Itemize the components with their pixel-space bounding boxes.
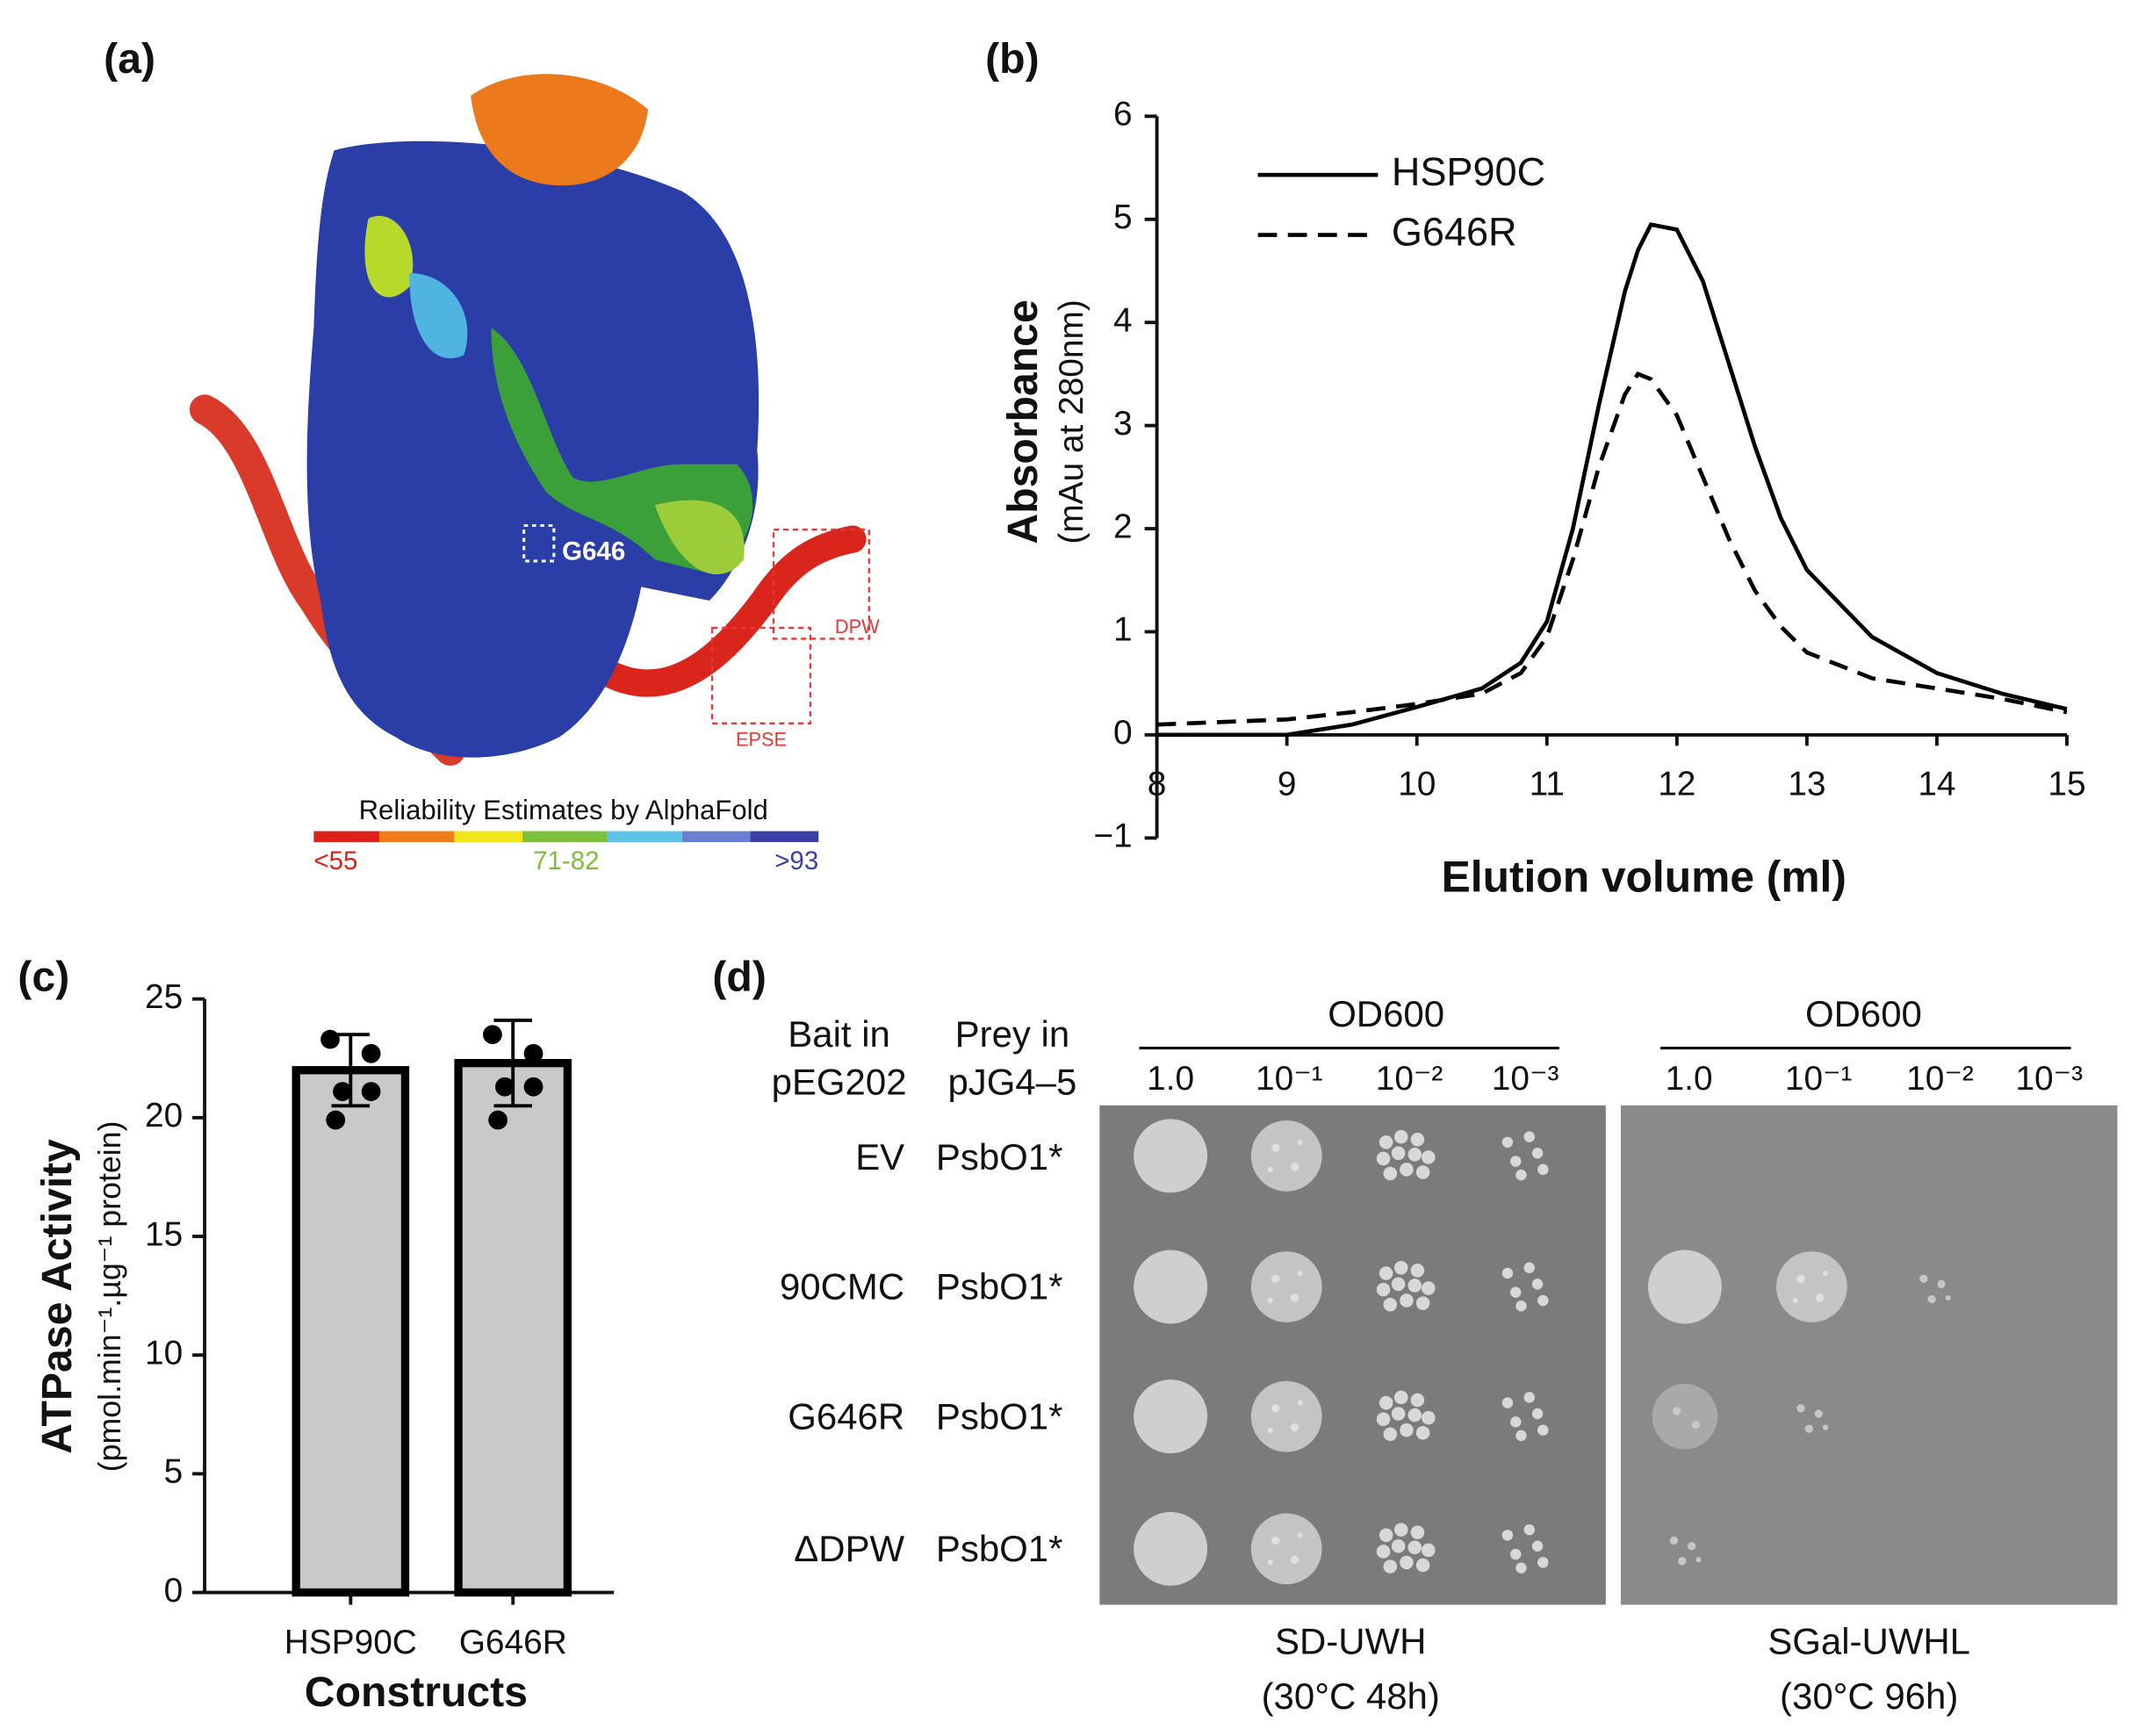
od-label: OD600 <box>1805 993 1922 1034</box>
bait-header: pEG202 <box>772 1062 907 1103</box>
prey: PsbO1* <box>936 1528 1063 1569</box>
prey-header: pJG4–5 <box>947 1062 1076 1103</box>
legend-label: G646R <box>1392 209 1517 254</box>
region <box>364 215 414 298</box>
x-tick-label: HSP90C <box>284 1624 417 1661</box>
bait-header: Bait in <box>788 1013 890 1055</box>
y-tick-label: 4 <box>1113 301 1133 339</box>
bait: G646R <box>788 1395 904 1437</box>
y-tick-label: 0 <box>1113 714 1133 752</box>
dilution: 10⁻³ <box>2015 1060 2083 1098</box>
y-tick-label: 15 <box>145 1215 183 1253</box>
strand <box>587 525 867 697</box>
data-point <box>326 1110 346 1130</box>
y-tick-label: 3 <box>1113 405 1133 443</box>
y-tick-label: 0 <box>164 1572 184 1610</box>
y-title: Absorbance <box>999 299 1047 544</box>
data-point <box>495 1077 515 1097</box>
site-label: G646 <box>562 537 625 565</box>
motif-label: EPSE <box>736 729 787 751</box>
x-tick-label: G646R <box>459 1624 567 1661</box>
panel-d: (d) Bait in pEG202 Prey in pJG4–5 OD600 … <box>712 954 2118 1717</box>
prey: PsbO1* <box>936 1136 1063 1178</box>
x-tick-label: 14 <box>1918 766 1955 803</box>
medium: SD-UWH <box>1275 1621 1426 1662</box>
line <box>1156 371 2068 727</box>
plate <box>1620 1105 2118 1605</box>
x-tick-label: 12 <box>1658 766 1695 803</box>
y-tick-label: 1 <box>1113 611 1133 649</box>
dilution: 1.0 <box>1666 1060 1713 1098</box>
y-tick-label: 5 <box>164 1453 184 1491</box>
condition: (30°C 96h) <box>1780 1675 1958 1717</box>
data-point <box>523 1043 544 1063</box>
x-tick-label: 13 <box>1788 766 1825 803</box>
y-subtitle: (mAu at 280nm) <box>1053 299 1091 544</box>
x-tick-label: 15 <box>2048 766 2085 803</box>
dilution: 10⁻¹ <box>1785 1060 1853 1098</box>
y-tick-label: 10 <box>145 1334 183 1372</box>
dilution: 10⁻¹ <box>1256 1060 1323 1098</box>
prey-header: Prey in <box>955 1013 1070 1055</box>
panel-label: (b) <box>985 35 1040 83</box>
legend-label: HSP90C <box>1392 149 1545 194</box>
y-tick-label: 5 <box>1113 198 1133 236</box>
x-tick-label: 10 <box>1398 766 1436 803</box>
line <box>1156 222 2068 738</box>
scale-mid: 71-82 <box>533 846 600 875</box>
y-tick-label: 20 <box>145 1097 183 1135</box>
data-point <box>361 1082 381 1101</box>
motif-box <box>772 528 870 640</box>
x-title: Constructs <box>305 1668 528 1716</box>
dilution: 10⁻³ <box>1492 1060 1559 1098</box>
bar <box>292 1066 410 1597</box>
panel-a: (a) G646 DPW EPSE Reliability Estimates … <box>104 35 880 875</box>
scale-low: <55 <box>313 846 357 875</box>
bait: EV <box>855 1136 904 1178</box>
condition: (30°C 48h) <box>1262 1675 1440 1717</box>
x-tick-label: 11 <box>1530 766 1565 803</box>
y-tick-label: 6 <box>1113 96 1133 133</box>
prey: PsbO1* <box>936 1395 1063 1437</box>
motif-box <box>710 626 812 724</box>
data-point <box>361 1043 381 1063</box>
dilution: 10⁻² <box>1376 1060 1443 1098</box>
y-title: ATPase Activity <box>33 1139 81 1454</box>
motif-label: DPW <box>835 616 880 637</box>
x-tick-label: 9 <box>1278 766 1297 803</box>
data-point <box>523 1077 544 1097</box>
data-point <box>333 1082 352 1101</box>
x-tick-label: 8 <box>1148 766 1167 803</box>
bar <box>454 1058 572 1597</box>
region <box>409 273 468 359</box>
panel-label: (a) <box>104 35 155 83</box>
region <box>654 500 745 575</box>
panel-label: (c) <box>18 954 69 1001</box>
scale-title: Reliability Estimates by AlphaFold <box>359 795 768 825</box>
x-title: Elution volume (ml) <box>1442 853 1847 902</box>
data-point <box>320 1029 340 1049</box>
y-subtitle: (pmol.min⁻¹.µg⁻¹ protein) <box>92 1121 127 1473</box>
bait: 90CMC <box>780 1266 904 1307</box>
y-tick-label: 25 <box>145 978 183 1016</box>
data-point <box>488 1110 508 1130</box>
data-point <box>483 1025 502 1045</box>
scale-high: >93 <box>774 846 818 875</box>
od-label: OD600 <box>1328 993 1444 1034</box>
dilution: 10⁻² <box>1906 1060 1974 1098</box>
prey: PsbO1* <box>936 1266 1063 1307</box>
medium: SGal-UWHL <box>1767 1621 1970 1662</box>
y-tick-label: −1 <box>1093 818 1132 855</box>
dilution: 1.0 <box>1147 1060 1194 1098</box>
panel-label: (d) <box>712 954 767 1001</box>
region <box>471 74 649 186</box>
color-scale <box>313 831 819 842</box>
bait: ΔDPW <box>794 1528 904 1569</box>
y-tick-label: 2 <box>1113 508 1133 545</box>
